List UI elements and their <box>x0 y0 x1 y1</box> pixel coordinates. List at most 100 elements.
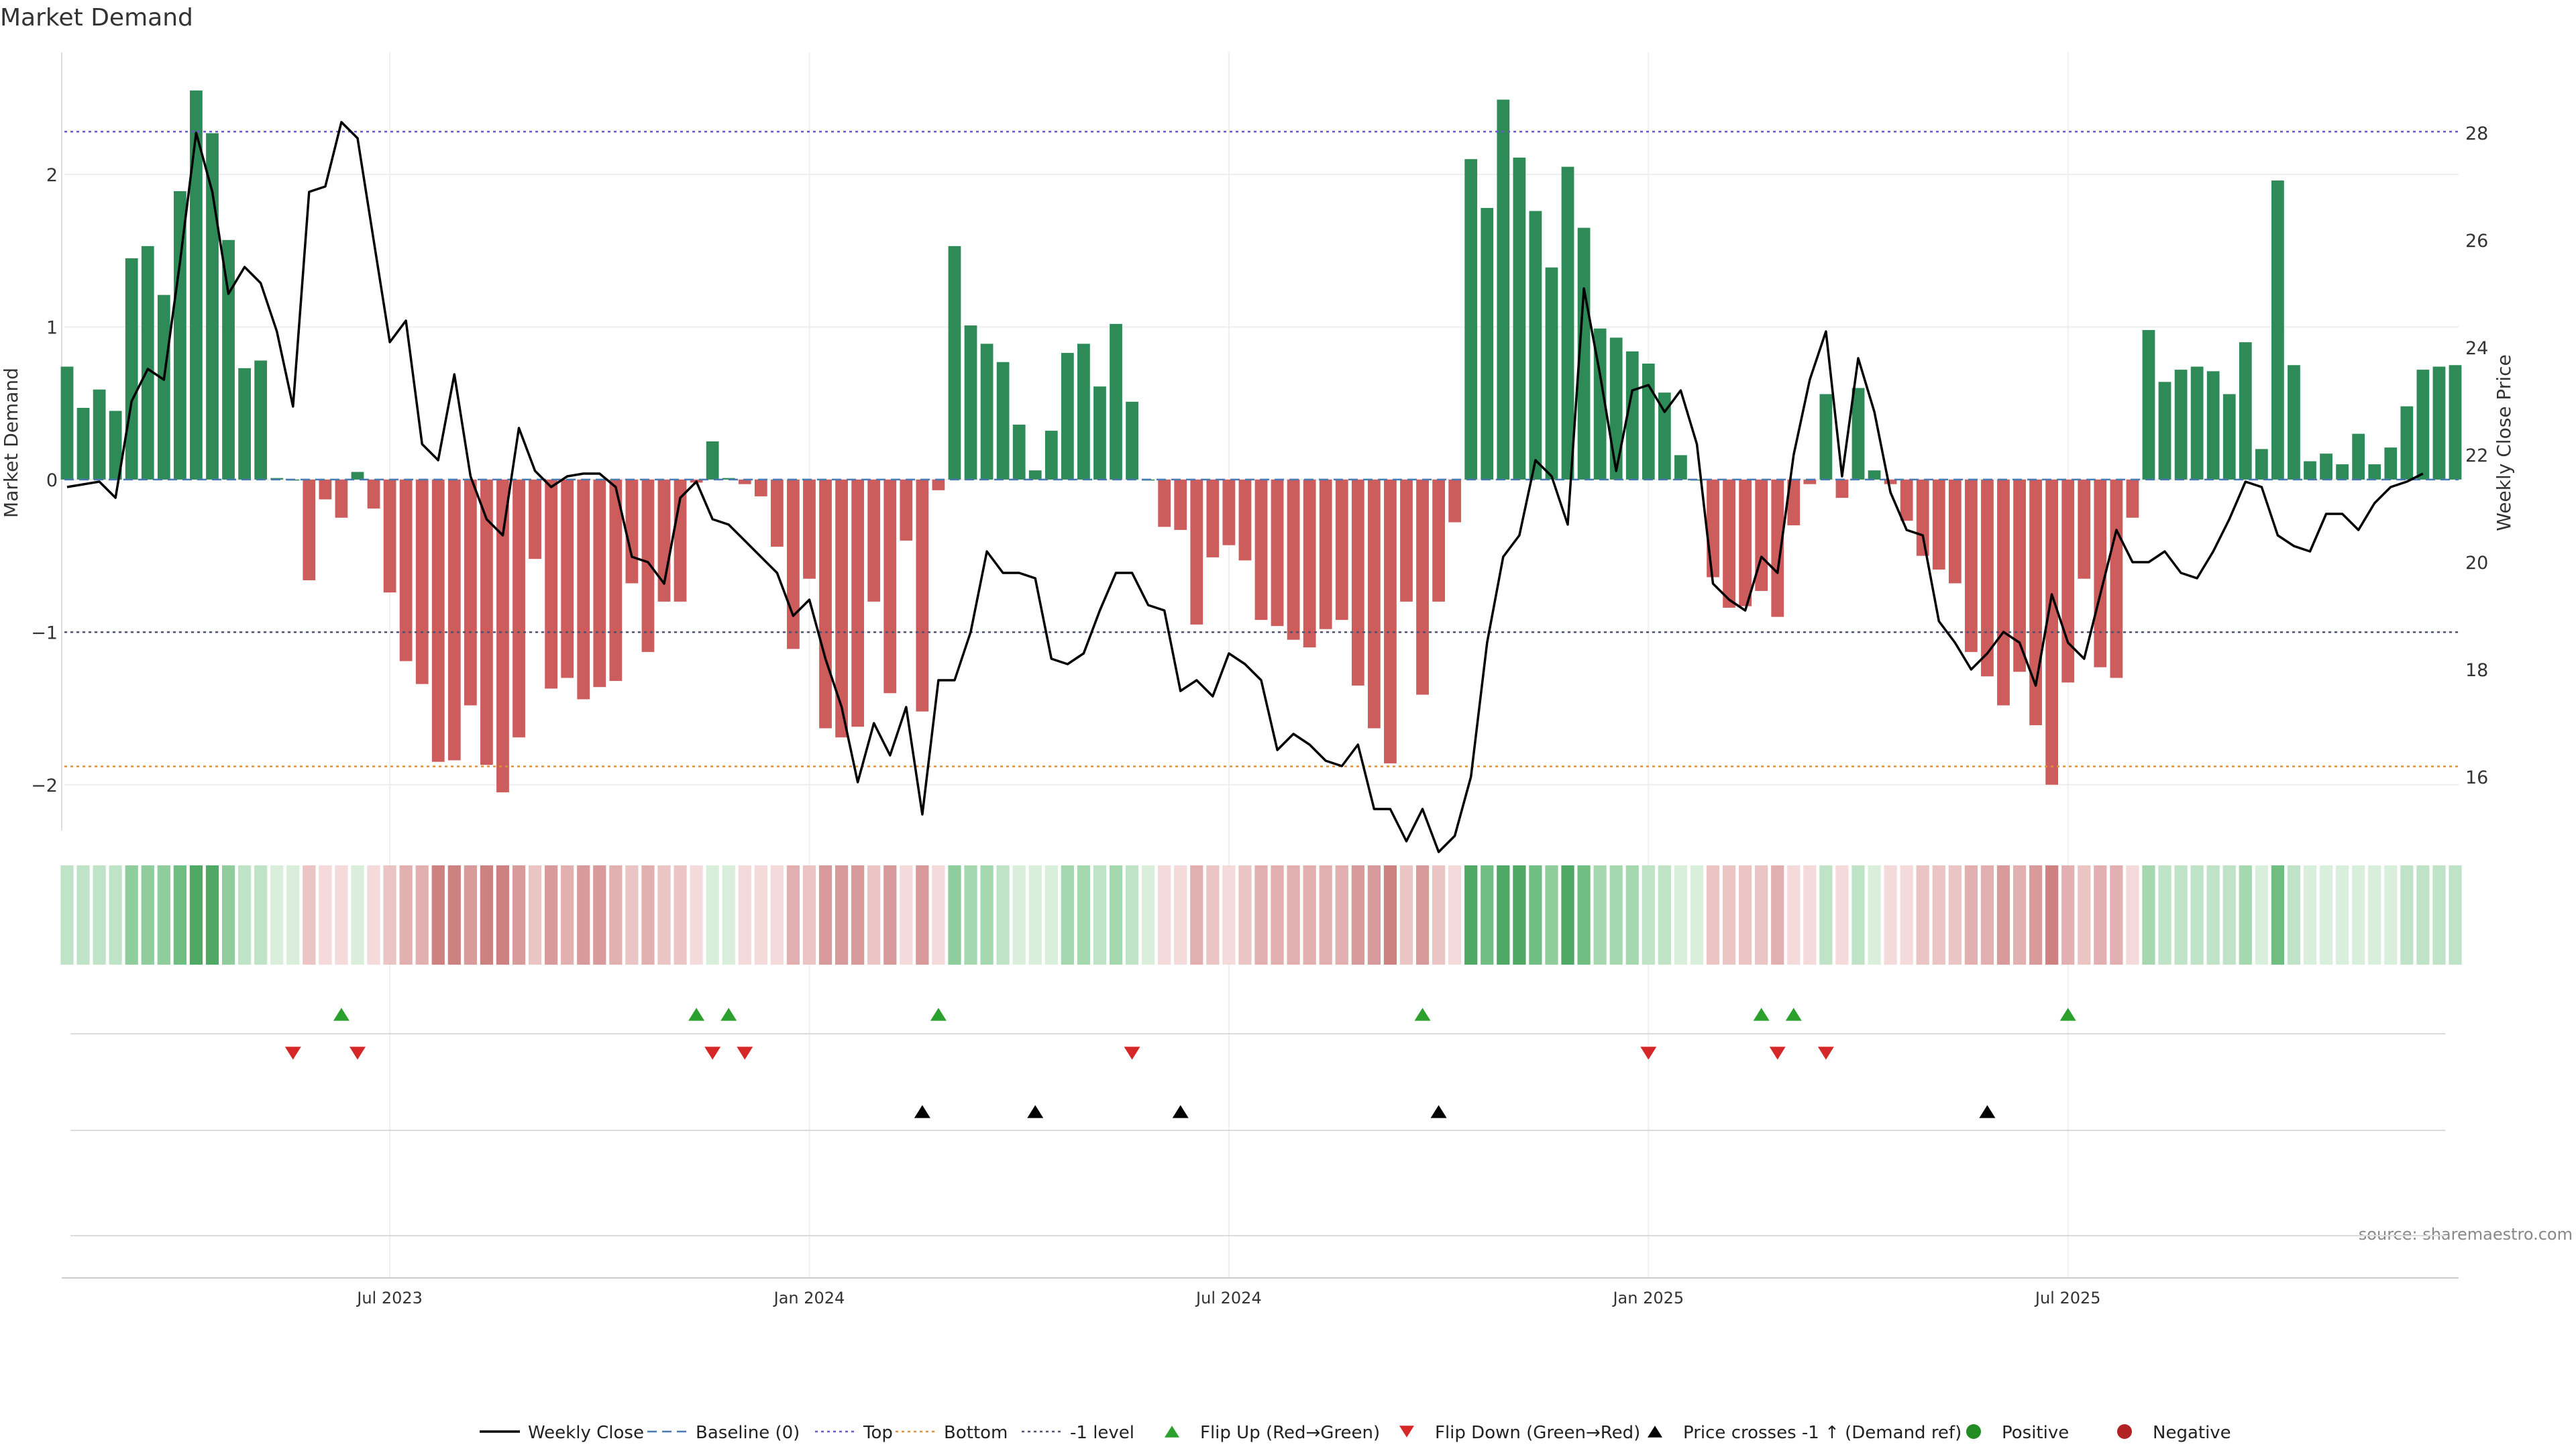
heat-cell-56 <box>964 865 977 965</box>
demand-bar-31 <box>561 479 574 678</box>
demand-bar-93 <box>1561 166 1574 480</box>
demand-bar-119 <box>1981 479 1994 677</box>
demand-bar-122 <box>2029 479 2042 726</box>
flip-down-marker-1 <box>349 1046 366 1060</box>
demand-bar-79 <box>1335 479 1348 621</box>
demand-bar-134 <box>2222 394 2236 480</box>
demand-bar-46 <box>803 479 816 579</box>
legend-label-5: Flip Up (Red→Green) <box>1200 1423 1380 1443</box>
heat-cell-59 <box>1012 865 1026 965</box>
heat-cell-142 <box>2352 865 2365 965</box>
y2-tick-label: 26 <box>2465 231 2488 252</box>
heat-cell-136 <box>2255 865 2268 965</box>
demand-bar-12 <box>254 360 268 480</box>
demand-bar-96 <box>1609 337 1623 480</box>
heat-cell-148 <box>2449 865 2462 965</box>
heat-cell-13 <box>270 865 284 965</box>
heat-cell-117 <box>1948 865 1962 965</box>
demand-bar-18 <box>351 472 364 480</box>
price-cross-marker-3 <box>1430 1105 1447 1118</box>
x-tick-label: Jul 2025 <box>2034 1289 2101 1307</box>
heat-cell-62 <box>1061 865 1074 965</box>
demand-bar-71 <box>1206 479 1220 557</box>
heat-cell-118 <box>1964 865 1978 965</box>
heat-cell-131 <box>2174 865 2188 965</box>
demand-bar-27 <box>496 479 509 793</box>
heat-cell-17 <box>335 865 348 965</box>
demand-bar-141 <box>2336 464 2349 480</box>
demand-bar-0 <box>60 366 74 480</box>
heat-cell-51 <box>883 865 897 965</box>
demand-bar-120 <box>1997 479 2010 706</box>
heat-cell-141 <box>2336 865 2349 965</box>
heat-cell-70 <box>1190 865 1203 965</box>
demand-bar-114 <box>1900 479 1913 521</box>
heat-cell-53 <box>916 865 929 965</box>
heat-cell-122 <box>2029 865 2043 965</box>
heat-cell-46 <box>802 865 816 965</box>
demand-bar-32 <box>577 479 590 700</box>
demand-bar-137 <box>2271 180 2284 480</box>
heat-cell-83 <box>1399 865 1413 965</box>
demand-bar-24 <box>447 479 461 761</box>
heat-cell-74 <box>1254 865 1268 965</box>
heat-cell-86 <box>1448 865 1462 965</box>
demand-bar-90 <box>1513 157 1526 480</box>
demand-bar-97 <box>1625 351 1639 480</box>
heat-cell-82 <box>1383 865 1397 965</box>
demand-bar-118 <box>1964 479 1978 652</box>
demand-bar-70 <box>1190 479 1203 625</box>
heat-cell-100 <box>1674 865 1688 965</box>
heat-cell-50 <box>867 865 881 965</box>
demand-bar-94 <box>1577 227 1591 480</box>
y2-tick-label: 28 <box>2465 123 2488 144</box>
heat-cell-84 <box>1415 865 1430 965</box>
demand-bar-52 <box>900 479 913 541</box>
demand-bar-100 <box>1674 455 1687 480</box>
y-tick-label: 0 <box>46 470 58 491</box>
heat-cell-20 <box>383 865 396 965</box>
demand-bar-51 <box>883 479 897 694</box>
demand-bar-54 <box>932 479 945 490</box>
heat-cell-30 <box>545 865 558 965</box>
demand-bar-112 <box>1868 470 1881 480</box>
demand-bar-29 <box>529 479 541 559</box>
chart-title: Market Demand <box>0 4 193 32</box>
heat-cell-49 <box>851 865 865 965</box>
demand-bar-147 <box>2432 366 2446 480</box>
heat-cell-57 <box>980 865 994 965</box>
heat-cell-34 <box>609 865 623 965</box>
demand-bar-128 <box>2126 479 2139 518</box>
demand-bar-135 <box>2239 342 2252 480</box>
demand-bar-91 <box>1529 211 1542 480</box>
demand-bar-109 <box>1819 394 1833 480</box>
heat-cell-60 <box>1028 865 1042 965</box>
heat-cell-1 <box>76 865 90 965</box>
demand-bar-83 <box>1400 479 1413 602</box>
demand-bar-33 <box>593 479 606 688</box>
demand-bar-87 <box>1464 159 1478 480</box>
legend-label-4: -1 level <box>1070 1423 1134 1443</box>
y2-tick-label: 20 <box>2465 553 2488 574</box>
demand-bar-77 <box>1303 479 1316 648</box>
flip-down-marker-7 <box>1817 1046 1834 1060</box>
y2-tick-label: 16 <box>2465 767 2488 788</box>
demand-bar-103 <box>1723 479 1735 608</box>
legend-label-3: Bottom <box>944 1423 1008 1443</box>
heat-cell-99 <box>1658 865 1671 965</box>
heat-cell-102 <box>1706 865 1720 965</box>
demand-bar-80 <box>1351 479 1364 686</box>
demand-bar-20 <box>383 479 396 593</box>
y-tick-label: −1 <box>31 623 58 643</box>
demand-bar-125 <box>2078 479 2091 579</box>
heat-cell-38 <box>674 865 687 965</box>
legend-label-9: Negative <box>2153 1423 2231 1443</box>
demand-bar-110 <box>1835 479 1849 498</box>
heat-cell-68 <box>1158 865 1171 965</box>
demand-bar-140 <box>2320 453 2332 480</box>
demand-bar-65 <box>1110 323 1122 480</box>
x-tick-label: Jul 2023 <box>356 1289 423 1307</box>
demand-bar-142 <box>2352 433 2365 480</box>
heat-cell-140 <box>2319 865 2333 965</box>
source-note: source: sharemaestro.com <box>2359 1225 2573 1244</box>
